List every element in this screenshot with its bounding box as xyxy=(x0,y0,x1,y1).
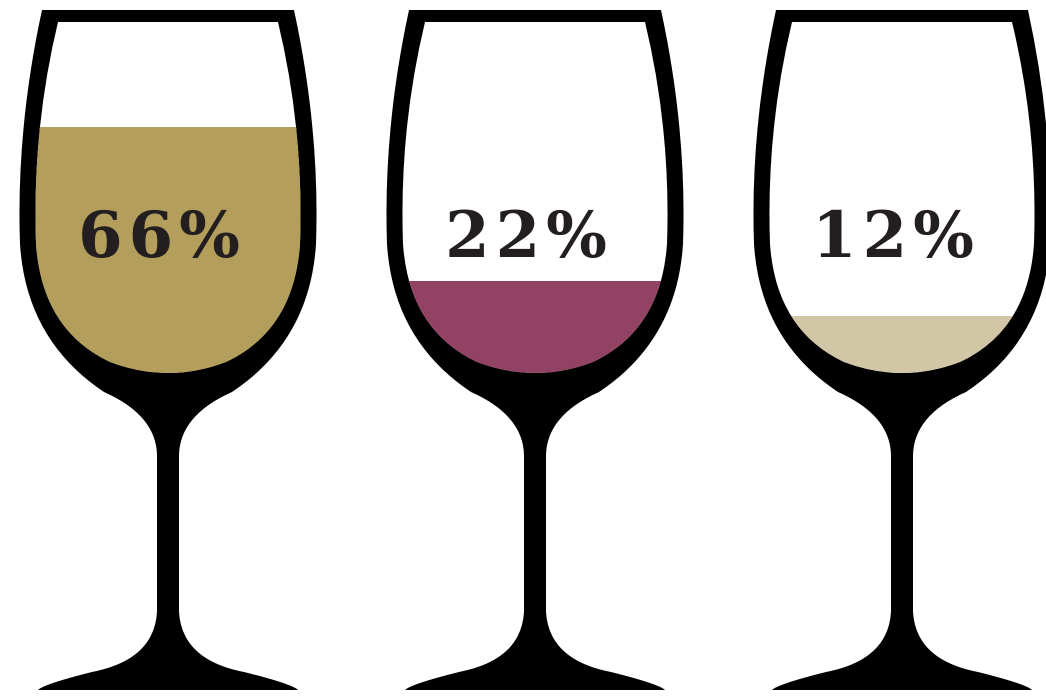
data-label-0: 66% xyxy=(78,198,246,273)
data-label-1: 22% xyxy=(445,198,613,273)
data-label-2: 12% xyxy=(812,198,980,273)
glass-group-2: 12% xyxy=(753,10,1046,690)
wine-fill-bar-0 xyxy=(35,127,301,373)
glass-group-1: 22% xyxy=(386,10,684,690)
glass-group-0: 66% xyxy=(19,10,317,690)
